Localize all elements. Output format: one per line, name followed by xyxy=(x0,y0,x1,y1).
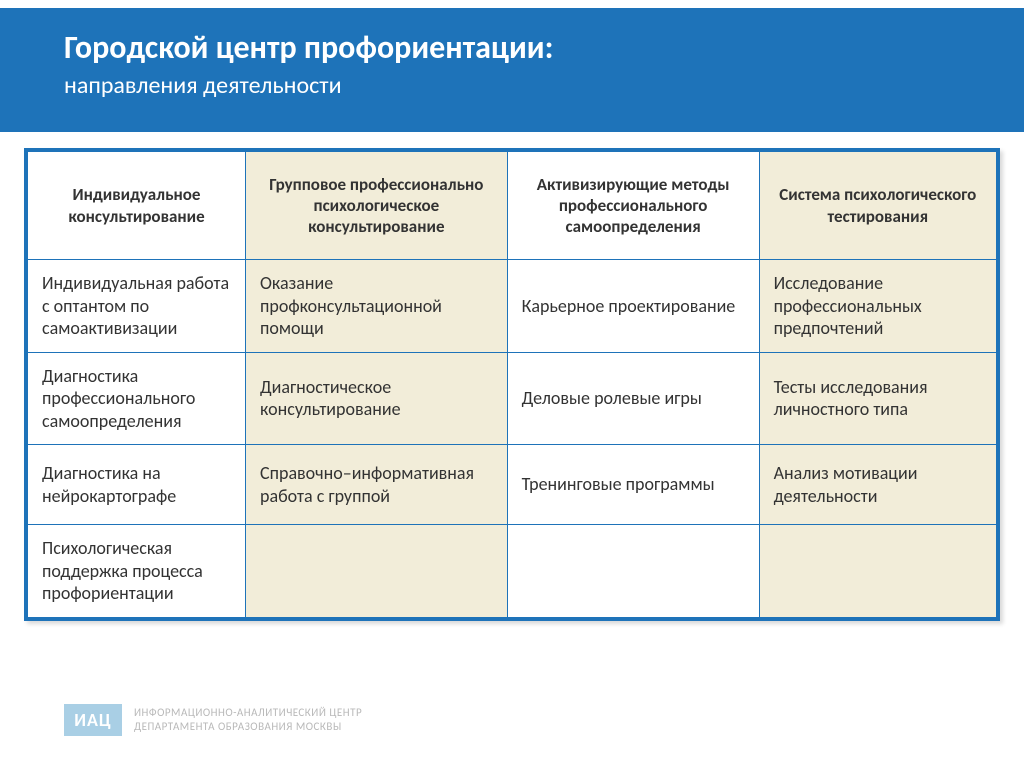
table-cell: Оказание профконсультационной помощи xyxy=(246,260,508,353)
table-col-header: Активизирующие методы профессионального … xyxy=(507,152,759,260)
footer: ИАЦ ИНФОРМАЦИОННО-АНАЛИТИЧЕСКИЙ ЦЕНТР ДЕ… xyxy=(64,704,362,736)
table-cell: Анализ мотивации деятельности xyxy=(759,445,996,525)
table-cell: Карьерное проектирование xyxy=(507,260,759,353)
header-band: Городской центр профориентации: направле… xyxy=(0,8,1024,132)
table-cell: Тесты исследования личностного типа xyxy=(759,352,996,445)
table-body: Индивидуальная работа с оптантом по само… xyxy=(28,260,997,618)
table-cell xyxy=(246,525,508,618)
table-row: Индивидуальная работа с оптантом по само… xyxy=(28,260,997,353)
table-cell: Диагностическое консультирование xyxy=(246,352,508,445)
table-cell: Деловые ролевые игры xyxy=(507,352,759,445)
table-row: Диагностика на нейрокартографеСправочно–… xyxy=(28,445,997,525)
table-row: Психологическая поддержка процесса профо… xyxy=(28,525,997,618)
footer-line2: ДЕПАРТАМЕНТА ОБРАЗОВАНИЯ МОСКВЫ xyxy=(134,720,362,734)
table-cell xyxy=(507,525,759,618)
table-cell: Справочно–информативная работа с группой xyxy=(246,445,508,525)
footer-logo: ИАЦ xyxy=(64,704,122,736)
slide-title: Городской центр профориентации: xyxy=(64,30,1024,67)
table-cell: Индивидуальная работа с оптантом по само… xyxy=(28,260,246,353)
table-cell: Психологическая поддержка процесса профо… xyxy=(28,525,246,618)
table-cell: Исследование профессиональных предпочтен… xyxy=(759,260,996,353)
table-row: Диагностика профессионального самоопреде… xyxy=(28,352,997,445)
slide-subtitle: направления деятельности xyxy=(64,71,1024,100)
footer-text: ИНФОРМАЦИОННО-АНАЛИТИЧЕСКИЙ ЦЕНТР ДЕПАРТ… xyxy=(134,706,362,735)
table-col-header: Индивидуальное консультирование xyxy=(28,152,246,260)
table-header-row: Индивидуальное консультированиеГрупповое… xyxy=(28,152,997,260)
table-cell: Диагностика профессионального самоопреде… xyxy=(28,352,246,445)
table-cell: Тренинговые программы xyxy=(507,445,759,525)
directions-table-wrap: Индивидуальное консультированиеГрупповое… xyxy=(24,148,1000,621)
table-col-header: Групповое профессионально психологическо… xyxy=(246,152,508,260)
slide: Городской центр профориентации: направле… xyxy=(0,0,1024,768)
directions-table: Индивидуальное консультированиеГрупповое… xyxy=(27,151,997,618)
table-cell: Диагностика на нейрокартографе xyxy=(28,445,246,525)
table-col-header: Система психологического тестирования xyxy=(759,152,996,260)
footer-line1: ИНФОРМАЦИОННО-АНАЛИТИЧЕСКИЙ ЦЕНТР xyxy=(134,706,362,720)
table-cell xyxy=(759,525,996,618)
